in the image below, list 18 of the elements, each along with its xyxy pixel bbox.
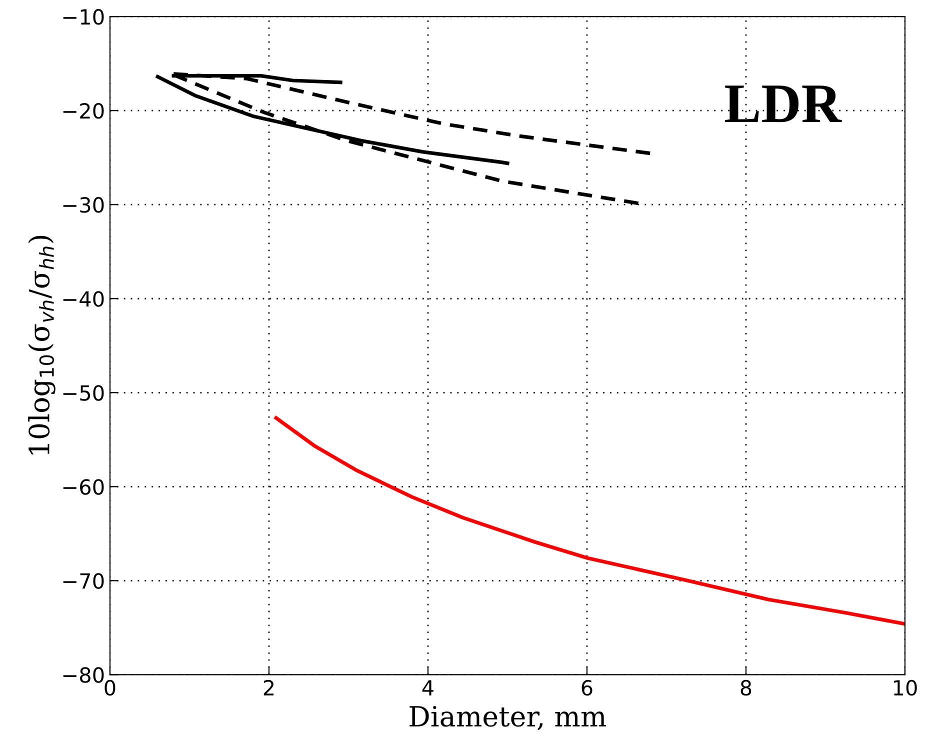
y-tick-label: −10 xyxy=(63,9,104,25)
x-tick-label: 8 xyxy=(740,680,752,696)
y-tick-label: −30 xyxy=(63,197,104,213)
x-tick-label: 0 xyxy=(104,680,116,696)
y-tick-label: −60 xyxy=(63,479,104,495)
x-tick-label: 10 xyxy=(894,680,917,696)
y-tick-label: −80 xyxy=(63,667,104,683)
x-axis-title: Diameter, mm xyxy=(410,706,606,730)
y-axis-title: 10log$_{10}$(σ$_{vh}$/σ$_{hh}$) xyxy=(28,236,56,454)
x-tick-label: 6 xyxy=(582,680,592,696)
y-tick-label: −20 xyxy=(63,103,104,119)
x-tick-label: 2 xyxy=(264,680,274,696)
x-tick-label: 4 xyxy=(422,680,434,696)
line-series xyxy=(274,416,905,626)
y-tick-label: −40 xyxy=(63,291,104,307)
y-tick-label: −70 xyxy=(63,573,104,589)
y-tick-label: −50 xyxy=(63,385,104,401)
annotation: LDR xyxy=(725,86,842,122)
